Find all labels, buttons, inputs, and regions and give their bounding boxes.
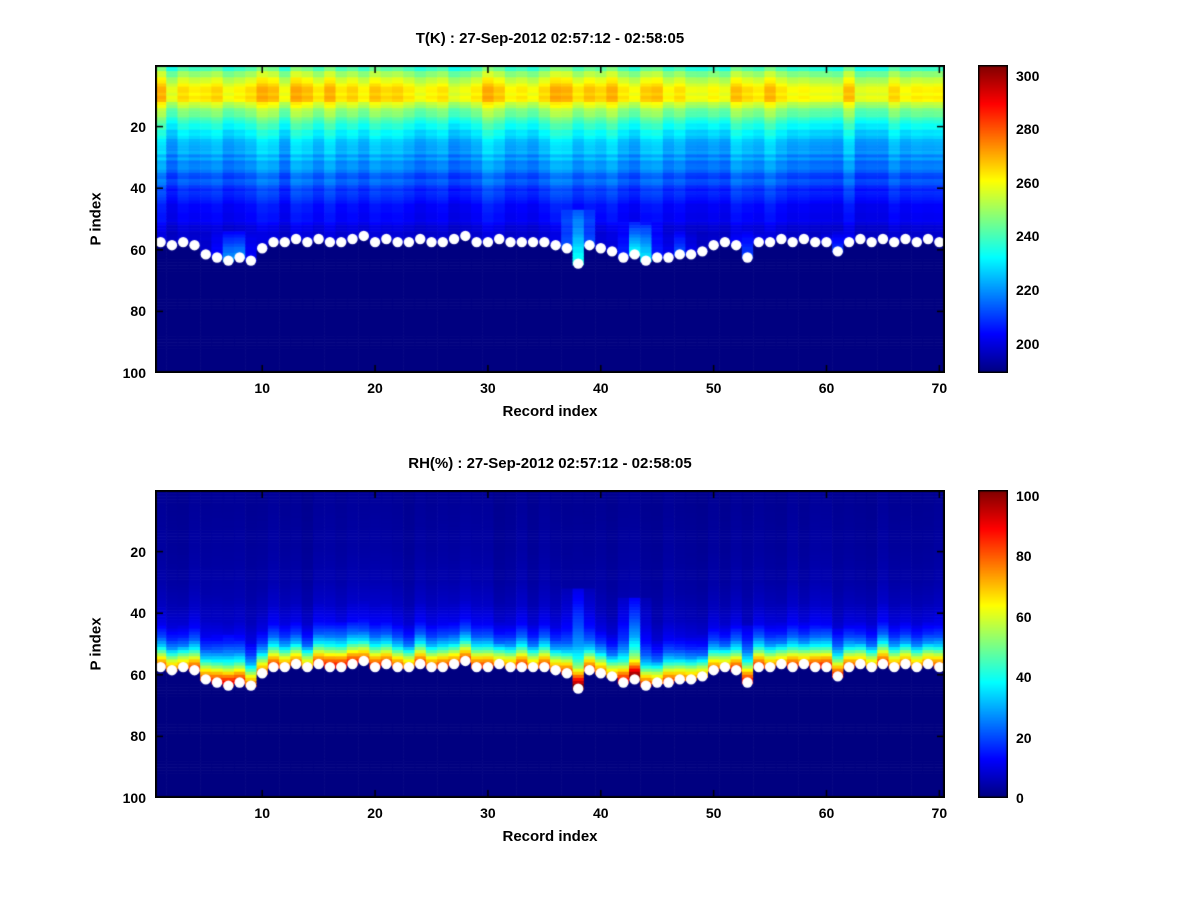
temperature-plot: T(K) : 27-Sep-2012 02:57:12 - 02:58:05 P… bbox=[0, 0, 1200, 425]
y-tick-label: 60 bbox=[130, 241, 146, 258]
x-tick-label: 60 bbox=[818, 380, 835, 396]
plot-title: RH(%) : 27-Sep-2012 02:57:12 - 02:58:05 bbox=[408, 455, 692, 472]
y-tick-label: 40 bbox=[130, 605, 146, 622]
y-tick-label: 80 bbox=[130, 303, 146, 320]
x-tick-label: 20 bbox=[367, 805, 383, 821]
colorbar-tick-label: 220 bbox=[1016, 281, 1040, 298]
x-axis-label: Record index bbox=[502, 403, 598, 420]
x-tick-label: 20 bbox=[367, 380, 383, 396]
x-tick-label: 10 bbox=[254, 805, 270, 821]
humidity-colorbar bbox=[978, 490, 1008, 798]
colorbar-tick-label: 20 bbox=[1016, 729, 1032, 746]
colorbar-tick-label: 200 bbox=[1016, 335, 1040, 352]
y-tick-label: 60 bbox=[130, 666, 146, 683]
y-axis-label: P index bbox=[87, 192, 105, 246]
y-tick-label: 20 bbox=[130, 543, 146, 560]
x-tick-label: 50 bbox=[705, 805, 722, 821]
x-tick-label: 30 bbox=[480, 805, 496, 821]
colorbar-tick-label: 280 bbox=[1016, 121, 1040, 138]
colorbar-tick-label: 80 bbox=[1016, 548, 1032, 565]
colorbar-tick-label: 300 bbox=[1016, 67, 1040, 84]
y-tick-label: 40 bbox=[130, 180, 146, 197]
y-tick-label: 100 bbox=[122, 365, 146, 381]
x-tick-label: 30 bbox=[480, 380, 496, 396]
humidity-plot: RH(%) : 27-Sep-2012 02:57:12 - 02:58:05 … bbox=[0, 425, 1200, 850]
x-tick-label: 40 bbox=[592, 380, 609, 396]
x-tick-label: 40 bbox=[592, 805, 609, 821]
y-tick-label: 20 bbox=[130, 118, 146, 135]
colorbar-tick-label: 100 bbox=[1016, 488, 1040, 505]
x-tick-label: 70 bbox=[931, 805, 948, 821]
colorbar-tick-label: 240 bbox=[1016, 228, 1040, 245]
colorbar-tick-label: 0 bbox=[1016, 790, 1024, 806]
y-tick-label: 100 bbox=[122, 790, 146, 806]
temperature-colorbar bbox=[978, 65, 1008, 373]
x-tick-label: 60 bbox=[818, 805, 835, 821]
y-axis-label: P index bbox=[87, 617, 105, 671]
x-tick-label: 70 bbox=[931, 380, 948, 396]
x-tick-label: 10 bbox=[254, 380, 270, 396]
humidity-heatmap-canvas bbox=[155, 490, 945, 798]
x-axis-label: Record index bbox=[502, 828, 598, 845]
temperature-heatmap-canvas bbox=[155, 65, 945, 373]
colorbar-tick-label: 260 bbox=[1016, 174, 1040, 191]
y-tick-label: 80 bbox=[130, 728, 146, 745]
colorbar-tick-label: 60 bbox=[1016, 608, 1032, 625]
colorbar-tick-label: 40 bbox=[1016, 669, 1032, 686]
plot-title: T(K) : 27-Sep-2012 02:57:12 - 02:58:05 bbox=[415, 30, 685, 47]
x-tick-label: 50 bbox=[705, 380, 722, 396]
